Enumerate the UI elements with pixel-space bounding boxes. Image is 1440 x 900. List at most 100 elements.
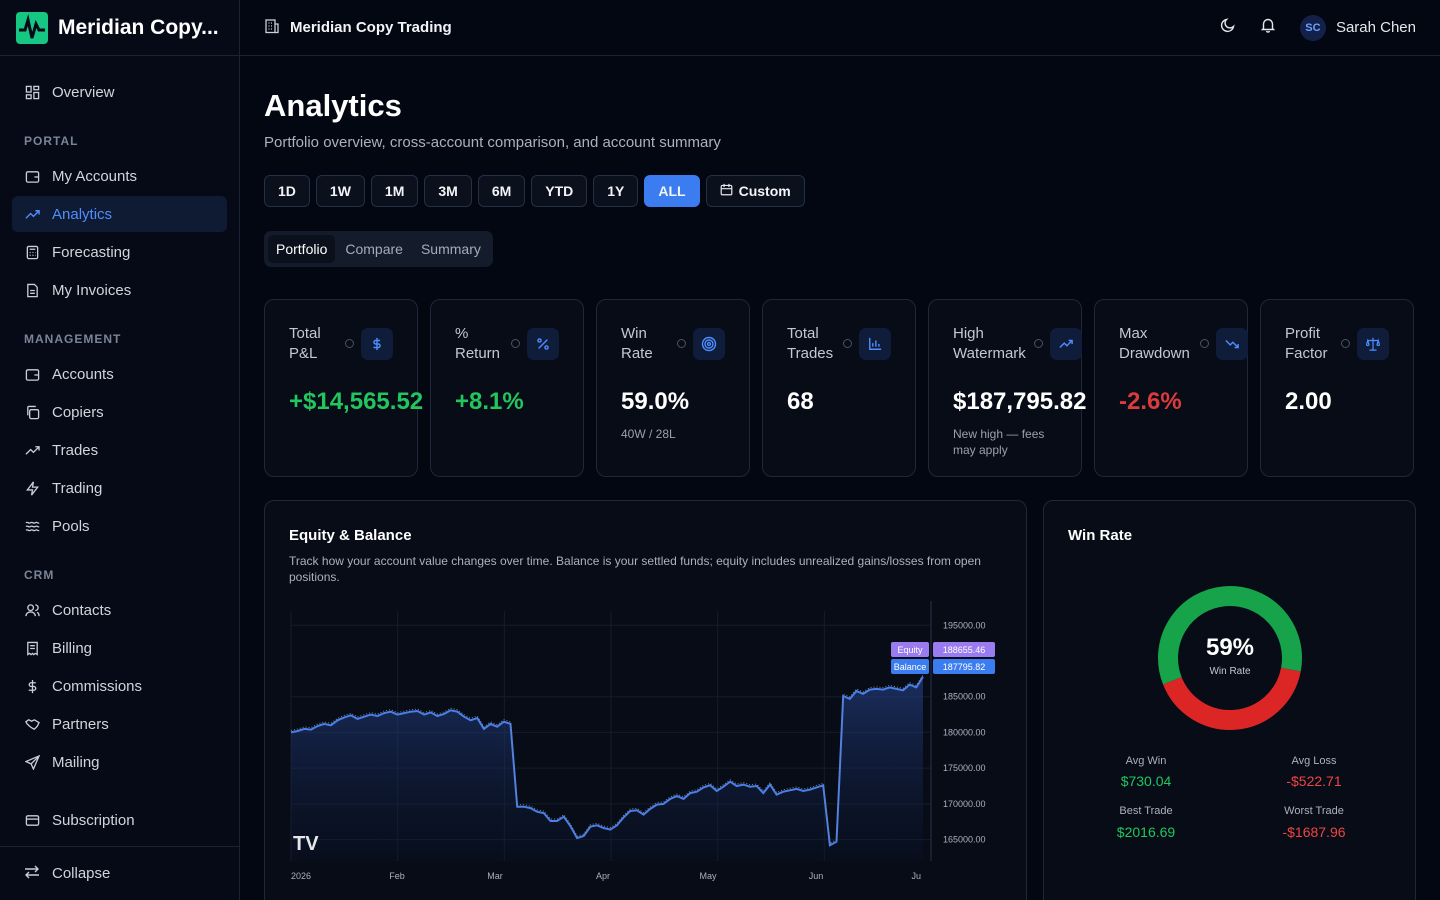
copy-icon (24, 404, 40, 420)
info-icon[interactable] (677, 339, 686, 348)
sidebar-item-partners[interactable]: Partners (12, 706, 227, 742)
info-icon[interactable] (345, 339, 354, 348)
info-icon[interactable] (511, 339, 520, 348)
balance-area (291, 676, 923, 861)
brand[interactable]: Meridian Copy... (0, 0, 239, 56)
info-icon[interactable] (1034, 339, 1043, 348)
sidebar-item-label: Forecasting (52, 243, 131, 261)
tradingview-logo: TV (293, 833, 319, 855)
sidebar-item-trading[interactable]: Trading (12, 470, 227, 506)
sidebar-item-subscription[interactable]: Subscription (12, 802, 227, 838)
sidebar-item-label: Pools (52, 517, 90, 535)
range-button-1d[interactable]: 1D (264, 175, 310, 207)
sidebar-item-trades[interactable]: Trades (12, 432, 227, 468)
series-name-tag (891, 642, 929, 657)
range-button-1w[interactable]: 1W (315, 175, 365, 207)
win-rate-donut (1158, 586, 1302, 730)
handshake-icon (24, 716, 40, 732)
range-button-ytd[interactable]: YTD (531, 175, 588, 207)
x-tick-label: 2026 (291, 871, 311, 881)
sidebar: Meridian Copy... Overview PORTAL My Acco… (0, 0, 240, 900)
sidebar-item-commissions[interactable]: Commissions (12, 668, 227, 704)
receipt-icon (24, 640, 40, 656)
sidebar-item-my-accounts[interactable]: My Accounts (12, 158, 227, 194)
sidebar-item-billing[interactable]: Billing (12, 630, 227, 666)
stat-card-total-trades: Total Trades 68 (762, 299, 916, 477)
sidebar-item-pools[interactable]: Pools (12, 508, 227, 544)
sidebar-item-mailing[interactable]: Mailing (12, 744, 227, 780)
sidebar-item-accounts[interactable]: Accounts (12, 356, 227, 392)
sidebar-item-label: Contacts (52, 601, 112, 619)
sidebar-item-my-invoices[interactable]: My Invoices (12, 272, 227, 308)
sidebar-section-management: MANAGEMENT (24, 332, 122, 346)
avg-win-label: Avg Win (1125, 755, 1167, 767)
equity-chart[interactable]: 195000.00 185000.00 180000.00 175000.00 1700… (281, 601, 1021, 900)
sidebar-item-overview[interactable]: Overview (12, 74, 227, 110)
sidebar-item-copiers[interactable]: Copiers (12, 394, 227, 430)
sidebar-item-label: Mailing (52, 753, 100, 771)
range-button-6m[interactable]: 6M (477, 175, 526, 207)
tab-compare[interactable]: Compare (345, 241, 403, 257)
tab-summary[interactable]: Summary (420, 241, 481, 257)
lightning-icon (24, 480, 40, 496)
page-title: Analytics (264, 88, 402, 123)
collapse-button[interactable]: Collapse (0, 846, 239, 900)
info-icon[interactable] (843, 339, 852, 348)
sidebar-item-label: Trades (52, 441, 99, 459)
donut-center-label: Win Rate (1209, 666, 1251, 677)
info-icon[interactable] (1341, 339, 1350, 348)
sidebar-section-crm: CRM (24, 568, 55, 582)
brand-name: Meridian Copy... (58, 15, 219, 39)
range-button-1y[interactable]: 1Y (593, 175, 639, 207)
moon-icon[interactable] (1220, 17, 1236, 38)
brand-logo-icon (16, 11, 48, 44)
sidebar-item-label: Analytics (52, 205, 113, 223)
user-menu[interactable]: SC Sarah Chen (1299, 14, 1416, 41)
scale-icon (1357, 328, 1389, 360)
wallet-icon (24, 366, 40, 382)
stat-label: Total P&L (289, 325, 321, 362)
sidebar-item-analytics[interactable]: Analytics (12, 196, 227, 232)
stat-value: 59.0% (621, 388, 690, 415)
bell-icon[interactable] (1260, 17, 1276, 38)
panel-title: Equity & Balance (289, 527, 412, 544)
range-button-all[interactable]: ALL (644, 175, 700, 207)
sidebar-item-label: Subscription (52, 811, 135, 829)
panel-title: Win Rate (1068, 527, 1133, 544)
x-tick-label: Mar (487, 871, 503, 881)
topbar-title-text: Meridian Copy Trading (290, 19, 452, 36)
info-icon[interactable] (1200, 339, 1209, 348)
range-button-3m[interactable]: 3M (424, 175, 472, 207)
tab-portfolio[interactable]: Portfolio (268, 235, 336, 263)
main-content: Analytics Portfolio overview, cross-acco… (264, 56, 1416, 477)
range-button-1m[interactable]: 1M (370, 175, 419, 207)
sidebar-item-label: Billing (52, 639, 93, 657)
time-range-selector: 1D 1W 1M 3M 6M YTD 1Y ALL Custom (264, 175, 1416, 207)
stat-label: Profit Factor (1285, 325, 1328, 362)
avg-win-value: $730.04 (1120, 773, 1172, 789)
win-slice (1158, 586, 1302, 685)
grid-icon (24, 84, 40, 100)
balance-line (290, 676, 924, 847)
stat-label: Max Drawdown (1119, 325, 1190, 362)
document-icon (24, 282, 40, 298)
sidebar-item-forecasting[interactable]: Forecasting (12, 234, 227, 270)
x-tick-label: May (699, 871, 717, 881)
stat-card-high-watermark: High Watermark $187,795.82 New high — fe… (928, 299, 1086, 477)
donut-center-value: 59% (1205, 634, 1255, 661)
collapse-label: Collapse (52, 865, 111, 882)
stat-value: 68 (787, 388, 814, 415)
sidebar-item-contacts[interactable]: Contacts (12, 592, 227, 628)
stat-card-win-rate: Win Rate 59.0% 40W / 28L (596, 299, 750, 477)
custom-range-button[interactable]: Custom (705, 175, 805, 207)
last-value: 188655.46 (943, 645, 986, 655)
win-rate-panel: Win Rate 59% Win Rate Avg Win $730.04 Av… (1043, 500, 1416, 900)
calculator-icon (24, 244, 40, 260)
user-name: Sarah Chen (1335, 19, 1416, 36)
equity-balance-panel: Equity & Balance Track how your account … (264, 500, 1027, 900)
sidebar-item-label: My Invoices (52, 281, 132, 299)
series-name-tag (891, 659, 929, 674)
sidebar-item-label: Trading (52, 479, 103, 497)
stat-card-max-drawdown: Max Drawdown -2.6% (1094, 299, 1248, 477)
loss-slice (1163, 667, 1301, 730)
